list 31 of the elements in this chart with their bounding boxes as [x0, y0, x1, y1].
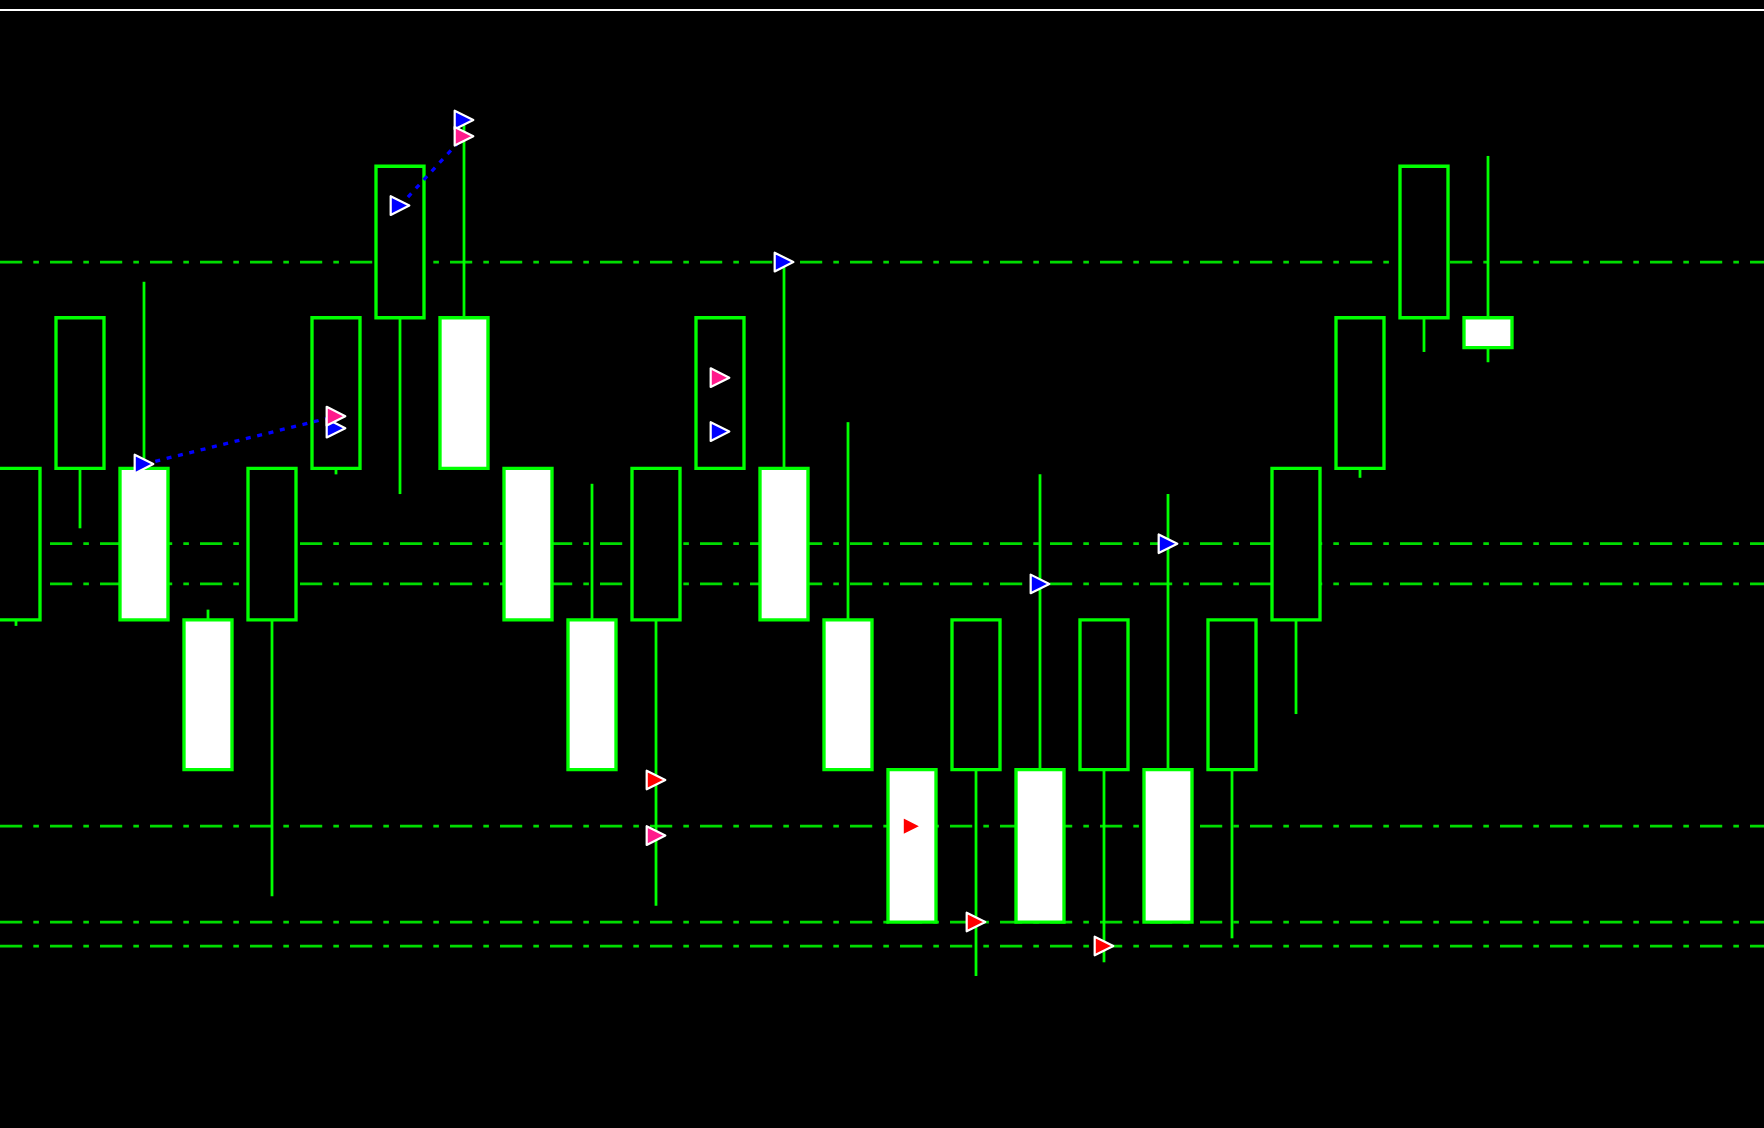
candlestick — [1014, 472, 1066, 924]
candlestick — [374, 164, 426, 496]
candlestick — [1078, 618, 1130, 964]
candlestick — [886, 768, 938, 924]
point — [645, 825, 667, 847]
point — [453, 109, 475, 131]
point — [709, 367, 731, 389]
point — [1157, 533, 1179, 555]
point — [709, 421, 731, 442]
point — [325, 405, 347, 427]
candlestick — [694, 316, 746, 471]
point — [645, 769, 667, 791]
candlestick — [1398, 164, 1450, 354]
candlestick — [502, 466, 554, 622]
point — [1093, 935, 1115, 957]
point — [389, 195, 411, 217]
point — [133, 453, 155, 475]
candlestick — [246, 466, 298, 898]
candlestick — [630, 466, 682, 908]
candlestick — [822, 420, 874, 772]
candlestick — [1270, 466, 1322, 716]
candlestick — [1206, 618, 1258, 940]
point — [453, 125, 475, 147]
candlestick — [950, 618, 1002, 978]
candlestick — [566, 482, 618, 772]
point — [773, 251, 795, 273]
candlestick — [118, 280, 170, 622]
point — [965, 911, 987, 933]
candlestick — [54, 316, 106, 530]
point — [1029, 573, 1051, 595]
candlestick — [1142, 492, 1194, 924]
